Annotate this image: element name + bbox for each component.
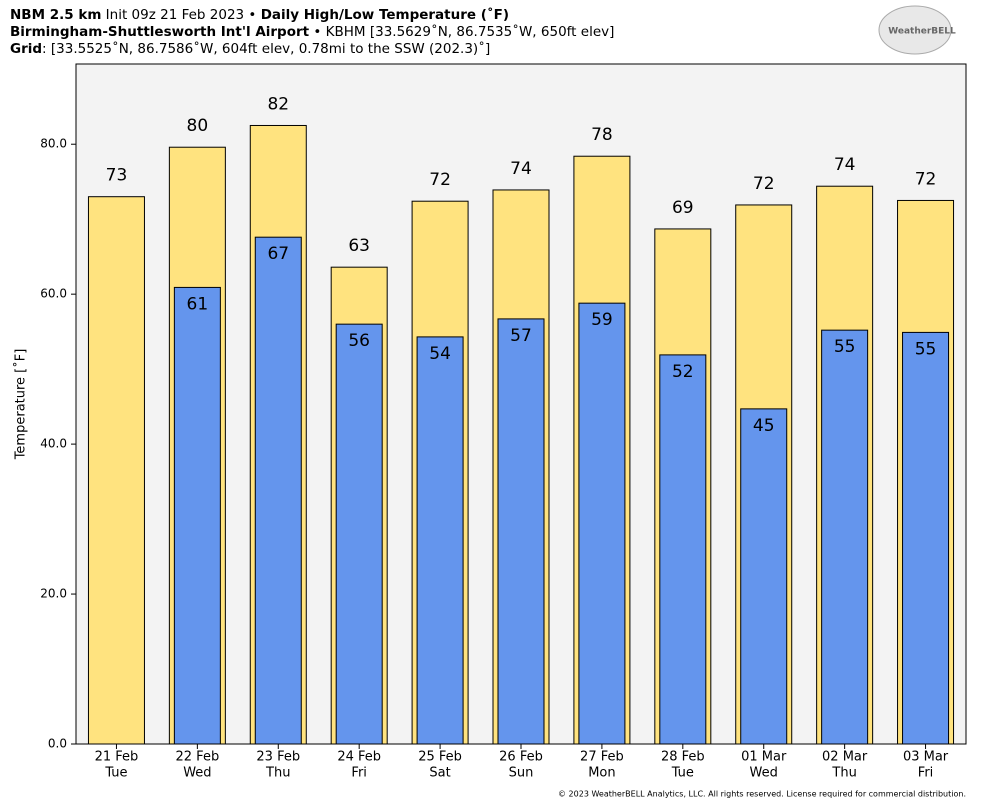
- low-bar: [173, 286, 221, 745]
- title-line: Birmingham-Shuttlesworth Int'l Airport •…: [10, 23, 614, 40]
- value-label: 74: [834, 155, 856, 175]
- low-bar: [821, 329, 869, 745]
- low-bar: [659, 354, 707, 745]
- low-bar: [740, 408, 788, 745]
- logo: WeatherBELL: [878, 5, 956, 55]
- value-label: 54: [429, 344, 451, 364]
- high-bar: [87, 196, 145, 745]
- value-label: 72: [753, 174, 775, 194]
- x-tick-label: 27 Feb: [580, 750, 624, 765]
- value-label: 73: [106, 166, 128, 186]
- x-tick-sublabel: Wed: [750, 766, 778, 781]
- footer: © 2023 WeatherBELL Analytics, LLC. All r…: [558, 790, 966, 799]
- title-part: Grid: [10, 41, 42, 57]
- x-tick-label: 28 Feb: [661, 750, 705, 765]
- value-label: 72: [915, 169, 937, 189]
- value-label: 82: [267, 94, 289, 114]
- title-part: NBM 2.5 km: [10, 7, 101, 23]
- y-axis-label: Temperature [˚F]: [13, 349, 29, 461]
- title-part: Birmingham-Shuttlesworth Int'l Airport: [10, 24, 310, 40]
- x-tick-label: 03 Mar: [903, 750, 949, 765]
- x-tick-sublabel: Thu: [265, 766, 290, 781]
- low-bar: [254, 236, 302, 745]
- x-tick-sublabel: Fri: [351, 766, 367, 781]
- x-tick-sublabel: Tue: [671, 766, 694, 781]
- y-tick-label: 0.0: [48, 737, 67, 751]
- x-tick-sublabel: Wed: [183, 766, 211, 781]
- y-tick-label: 40.0: [40, 437, 67, 451]
- low-bar: [416, 336, 464, 745]
- title-part: Daily High/Low Temperature (˚F): [261, 6, 509, 23]
- low-bar: [578, 302, 626, 745]
- low-bar: [902, 331, 950, 745]
- value-label: 61: [187, 294, 209, 314]
- x-tick-sublabel: Thu: [831, 766, 856, 781]
- value-label: 78: [591, 125, 613, 145]
- y-tick-label: 20.0: [40, 587, 67, 601]
- y-tick-label: 80.0: [40, 137, 67, 151]
- low-bar: [497, 318, 545, 745]
- x-tick-sublabel: Tue: [104, 766, 127, 781]
- value-label: 56: [348, 331, 370, 351]
- title-part: • KBHM [33.5629˚N, 86.7535˚W, 650ft elev…: [309, 23, 614, 40]
- x-tick-label: 02 Mar: [822, 750, 868, 765]
- x-tick-sublabel: Sat: [429, 766, 450, 781]
- value-label: 80: [187, 116, 209, 136]
- x-tick-label: 26 Feb: [499, 750, 543, 765]
- value-label: 74: [510, 159, 532, 179]
- value-label: 72: [429, 170, 451, 190]
- logo-text: WeatherBELL: [888, 27, 956, 37]
- title-part: : [33.5525˚N, 86.7586˚W, 604ft elev, 0.7…: [42, 40, 490, 57]
- y-tick-label: 60.0: [40, 287, 67, 301]
- value-label: 59: [591, 310, 613, 330]
- title-line: Grid: [33.5525˚N, 86.7586˚W, 604ft elev,…: [10, 40, 490, 57]
- value-label: 57: [510, 326, 532, 346]
- low-bar: [335, 323, 383, 745]
- x-tick-sublabel: Fri: [918, 766, 934, 781]
- value-label: 45: [753, 416, 775, 436]
- x-tick-label: 21 Feb: [95, 750, 139, 765]
- title-line: NBM 2.5 km Init 09z 21 Feb 2023 • Daily …: [10, 6, 509, 23]
- x-tick-label: 22 Feb: [176, 750, 220, 765]
- x-tick-sublabel: Mon: [588, 766, 615, 781]
- logo-badge: [878, 5, 952, 55]
- x-tick-label: 01 Mar: [741, 750, 787, 765]
- title-part: Init 09z 21 Feb 2023 •: [101, 7, 260, 23]
- value-label: 55: [915, 339, 937, 359]
- x-tick-sublabel: Sun: [509, 766, 534, 781]
- x-tick-label: 23 Feb: [256, 750, 300, 765]
- value-label: 55: [834, 337, 856, 357]
- x-tick-label: 25 Feb: [418, 750, 462, 765]
- x-tick-label: 24 Feb: [337, 750, 381, 765]
- value-label: 52: [672, 362, 694, 382]
- value-label: 63: [348, 236, 370, 256]
- value-label: 69: [672, 198, 694, 218]
- value-label: 67: [267, 244, 289, 264]
